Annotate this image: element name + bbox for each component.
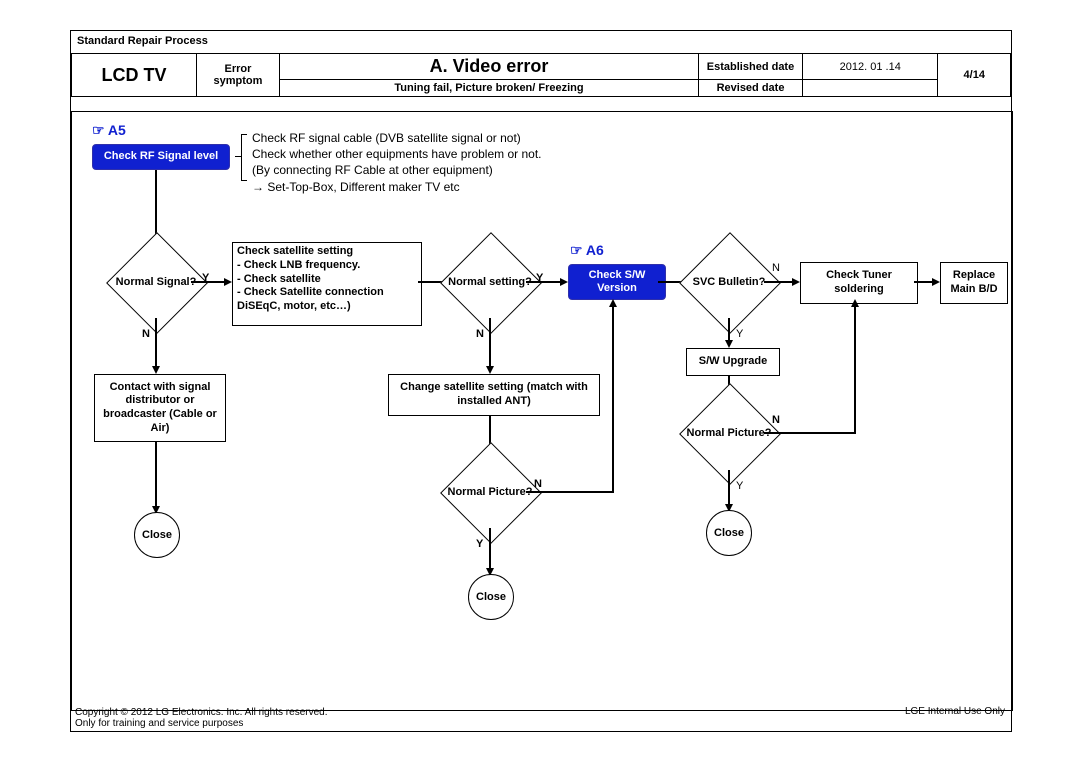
sat-b1: - Check LNB frequency. <box>237 259 360 273</box>
standard-repair-label: Standard Repair Process <box>77 35 208 47</box>
yn-label: Y <box>736 480 743 492</box>
note-line: → Set-Top-Box, Different maker TV etc <box>252 179 542 195</box>
device-cell: LCD TV <box>72 54 197 97</box>
node-replace-main-bd: Replace Main B/D <box>940 262 1008 304</box>
notes-block: Check RF signal cable (DVB satellite sig… <box>252 130 542 195</box>
node-check-satellite-setting: Check satellite setting - Check LNB freq… <box>232 242 422 326</box>
revised-label: Revised date <box>699 80 803 97</box>
subtitle-cell: Tuning fail, Picture broken/ Freezing <box>279 80 698 97</box>
header-table: LCD TV Error symptom A. Video error Esta… <box>71 53 1011 97</box>
note-line: Check whether other equipments have prob… <box>252 146 542 162</box>
node-change-satellite-setting: Change satellite setting (match with ins… <box>388 374 600 416</box>
note-line: (By connecting RF Cable at other equipme… <box>252 162 542 178</box>
node-close: Close <box>134 512 180 558</box>
sat-b3: - Check Satellite connection <box>237 286 384 300</box>
yn-label: N <box>772 262 780 274</box>
copyright-line: Copyright © 2012 LG Electronics. Inc. Al… <box>75 707 327 718</box>
decision-normal-picture-1-label: Normal Picture? <box>441 477 539 507</box>
page-number: 4/14 <box>938 54 1011 97</box>
node-contact-distributor: Contact with signal distributor or broad… <box>94 374 226 442</box>
established-label: Established date <box>699 54 803 80</box>
yn-label: N <box>476 328 484 340</box>
footer-internal: LGE Internal Use Only <box>905 706 1005 717</box>
node-check-sw-version: Check S/W Version <box>568 264 666 300</box>
decision-normal-setting-label: Normal setting? <box>441 267 539 297</box>
yn-label: Y <box>476 538 483 550</box>
node-close: Close <box>468 574 514 620</box>
node-close: Close <box>706 510 752 556</box>
node-check-rf-signal: Check RF Signal level <box>92 144 230 170</box>
node-check-tuner-soldering: Check Tuner soldering <box>800 262 918 304</box>
yn-label: N <box>534 478 542 490</box>
sat-title: Check satellite setting <box>237 245 353 259</box>
flow-area: ☞ A5 Check RF signal cable (DVB satellit… <box>71 111 1013 711</box>
footer-copyright: Copyright © 2012 LG Electronics. Inc. Al… <box>75 707 327 729</box>
sat-b2: - Check satellite <box>237 273 321 287</box>
training-line: Only for training and service purposes <box>75 718 327 729</box>
title-cell: A. Video error <box>279 54 698 80</box>
yn-label: Y <box>736 328 743 340</box>
yn-label: N <box>772 414 780 426</box>
sat-b4: DiSEqC, motor, etc…) <box>237 300 351 314</box>
error-symptom-label: Error symptom <box>196 54 279 97</box>
page: Standard Repair Process LCD TV Error sym… <box>0 0 1080 763</box>
note-line: Check RF signal cable (DVB satellite sig… <box>252 130 542 146</box>
ref-a5: ☞ A5 <box>92 122 126 139</box>
revised-value <box>803 80 938 97</box>
note-brace <box>241 134 242 180</box>
established-value: 2012. 01 .14 <box>803 54 938 80</box>
outer-border: Standard Repair Process LCD TV Error sym… <box>70 30 1012 732</box>
node-sw-upgrade: S/W Upgrade <box>686 348 780 376</box>
ref-a6: ☞ A6 <box>570 242 604 259</box>
yn-label: N <box>142 328 150 340</box>
